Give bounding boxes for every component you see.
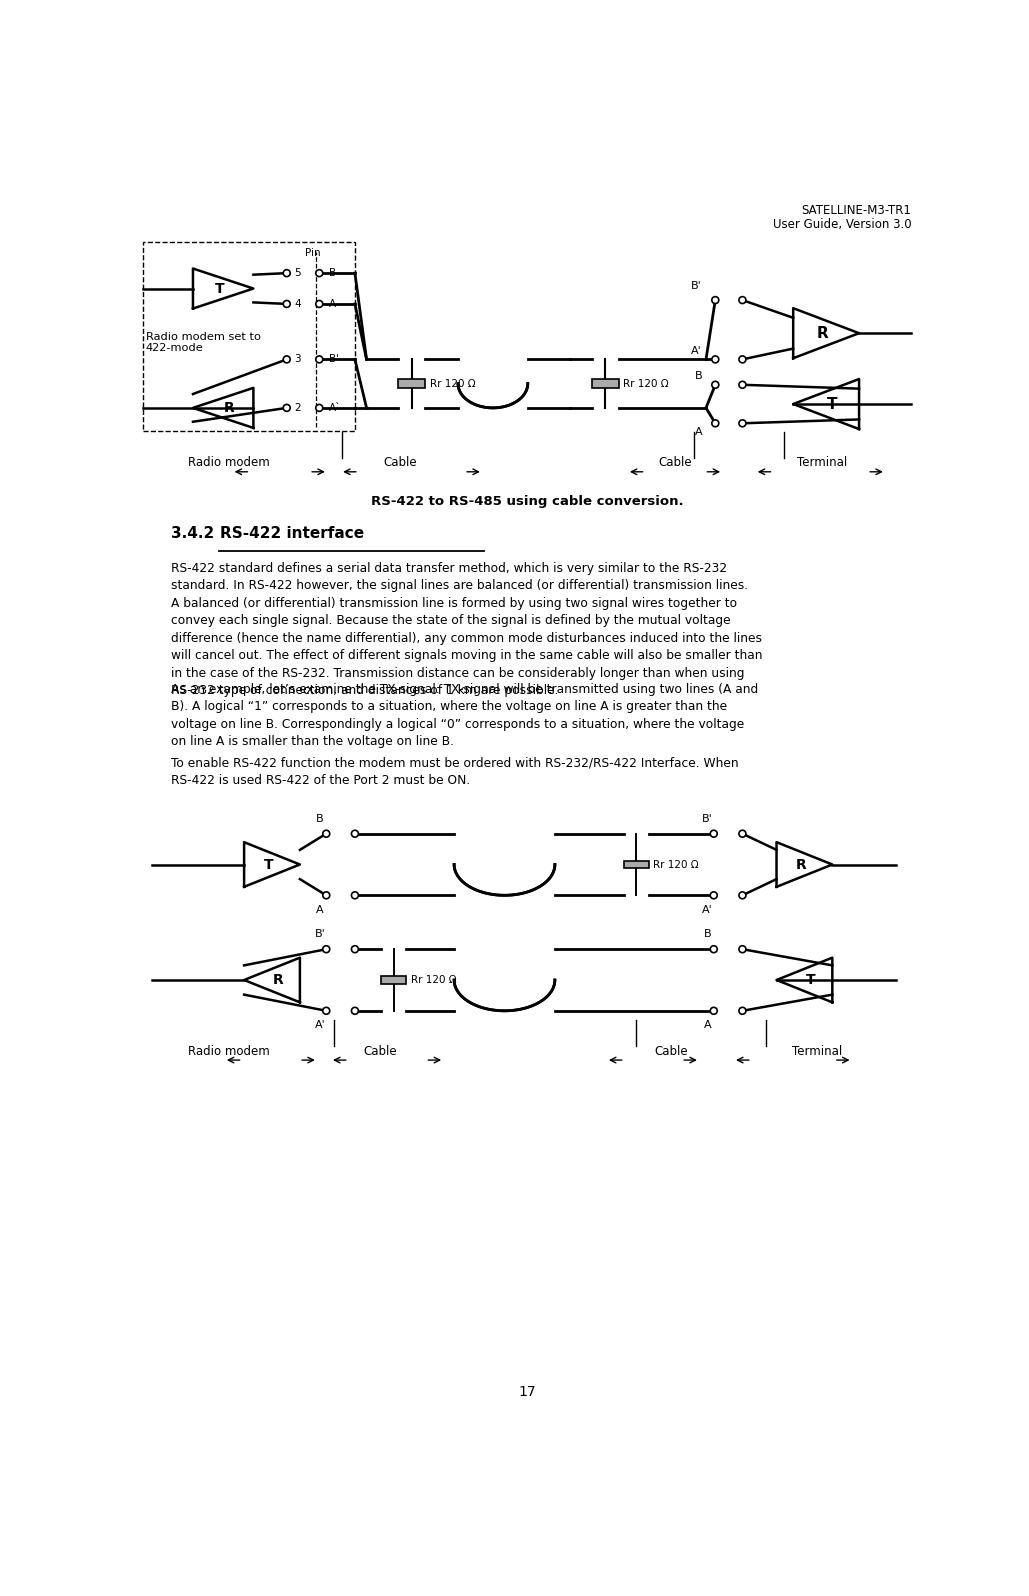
Circle shape bbox=[283, 300, 290, 308]
Text: Radio modem set to
422-mode: Radio modem set to 422-mode bbox=[146, 332, 260, 353]
Text: Radio modem: Radio modem bbox=[188, 456, 271, 469]
Text: 4: 4 bbox=[294, 298, 300, 310]
Text: Pin: Pin bbox=[306, 247, 321, 257]
Text: RS-422 standard defines a serial data transfer method, which is very similar to : RS-422 standard defines a serial data tr… bbox=[171, 562, 762, 697]
Text: Rr 120 Ω: Rr 120 Ω bbox=[624, 378, 669, 389]
Circle shape bbox=[283, 356, 290, 362]
Text: Rr 120 Ω: Rr 120 Ω bbox=[430, 378, 475, 389]
Circle shape bbox=[323, 892, 329, 899]
Text: B': B' bbox=[315, 929, 325, 938]
Text: A: A bbox=[704, 1020, 711, 1029]
Text: As an example, let’s examine the TX-signal: TX-signal will be transmitted using : As an example, let’s examine the TX-sign… bbox=[171, 683, 758, 749]
Text: T: T bbox=[827, 396, 838, 412]
Text: 3.4.2: 3.4.2 bbox=[171, 525, 225, 541]
Text: 17: 17 bbox=[519, 1385, 536, 1398]
Text: Cable: Cable bbox=[383, 456, 417, 469]
Text: Cable: Cable bbox=[363, 1045, 397, 1058]
Text: A': A' bbox=[702, 905, 713, 915]
Bar bbox=[143, 243, 355, 431]
Text: Radio modem: Radio modem bbox=[188, 1045, 271, 1058]
Text: R: R bbox=[273, 974, 284, 986]
Text: R: R bbox=[796, 857, 807, 871]
Circle shape bbox=[323, 946, 329, 953]
Circle shape bbox=[712, 381, 719, 388]
Circle shape bbox=[710, 1007, 717, 1015]
Circle shape bbox=[316, 300, 323, 308]
Bar bbox=[592, 380, 618, 388]
Circle shape bbox=[739, 1007, 746, 1015]
Circle shape bbox=[352, 830, 358, 838]
Text: A': A' bbox=[691, 345, 702, 356]
Text: B': B' bbox=[328, 354, 339, 364]
Text: To enable RS-422 function the modem must be ordered with RS-232/RS-422 Interface: To enable RS-422 function the modem must… bbox=[171, 757, 739, 787]
Circle shape bbox=[323, 1007, 329, 1015]
Circle shape bbox=[352, 946, 358, 953]
Text: B': B' bbox=[702, 814, 713, 824]
Text: Cable: Cable bbox=[659, 456, 691, 469]
Bar bbox=[382, 977, 406, 983]
Text: T: T bbox=[264, 857, 274, 871]
Text: Rr 120 Ω: Rr 120 Ω bbox=[411, 975, 456, 985]
Text: T: T bbox=[806, 974, 815, 986]
Circle shape bbox=[710, 892, 717, 899]
Text: User Guide, Version 3.0: User Guide, Version 3.0 bbox=[773, 217, 912, 231]
Text: SATELLINE-M3-TR1: SATELLINE-M3-TR1 bbox=[802, 204, 912, 217]
Text: 2: 2 bbox=[294, 402, 300, 413]
Circle shape bbox=[712, 420, 719, 426]
Circle shape bbox=[739, 420, 746, 426]
Text: A: A bbox=[328, 298, 335, 310]
Text: B: B bbox=[704, 929, 711, 938]
Text: A: A bbox=[695, 428, 702, 437]
Circle shape bbox=[739, 892, 746, 899]
Text: A`: A` bbox=[328, 402, 341, 413]
Circle shape bbox=[710, 946, 717, 953]
Text: Terminal: Terminal bbox=[791, 1045, 842, 1058]
Text: 5: 5 bbox=[294, 268, 300, 278]
Text: A': A' bbox=[315, 1020, 325, 1029]
Circle shape bbox=[283, 270, 290, 276]
Text: Cable: Cable bbox=[654, 1045, 688, 1058]
Circle shape bbox=[739, 381, 746, 388]
Text: B: B bbox=[316, 814, 324, 824]
Circle shape bbox=[283, 404, 290, 412]
Circle shape bbox=[739, 830, 746, 838]
Circle shape bbox=[739, 356, 746, 362]
Text: B': B' bbox=[691, 281, 702, 290]
Circle shape bbox=[710, 830, 717, 838]
Circle shape bbox=[739, 297, 746, 303]
Text: Terminal: Terminal bbox=[797, 456, 847, 469]
Circle shape bbox=[316, 404, 323, 412]
Text: R: R bbox=[816, 326, 828, 340]
Text: T: T bbox=[214, 281, 224, 295]
Bar bbox=[624, 860, 648, 868]
Text: Rr 120 Ω: Rr 120 Ω bbox=[653, 860, 699, 870]
Text: A: A bbox=[316, 905, 324, 915]
Circle shape bbox=[712, 297, 719, 303]
Circle shape bbox=[712, 356, 719, 362]
Text: R: R bbox=[224, 401, 235, 415]
Text: B: B bbox=[328, 268, 335, 278]
Circle shape bbox=[316, 270, 323, 276]
Text: B: B bbox=[695, 370, 702, 381]
Text: RS-422 to RS-485 using cable conversion.: RS-422 to RS-485 using cable conversion. bbox=[371, 495, 684, 508]
Bar bbox=[398, 380, 425, 388]
Circle shape bbox=[352, 892, 358, 899]
Circle shape bbox=[316, 356, 323, 362]
Text: 3: 3 bbox=[294, 354, 300, 364]
Text: RS-422 interface: RS-422 interface bbox=[220, 525, 364, 541]
Circle shape bbox=[352, 1007, 358, 1015]
Circle shape bbox=[323, 830, 329, 838]
Circle shape bbox=[739, 946, 746, 953]
